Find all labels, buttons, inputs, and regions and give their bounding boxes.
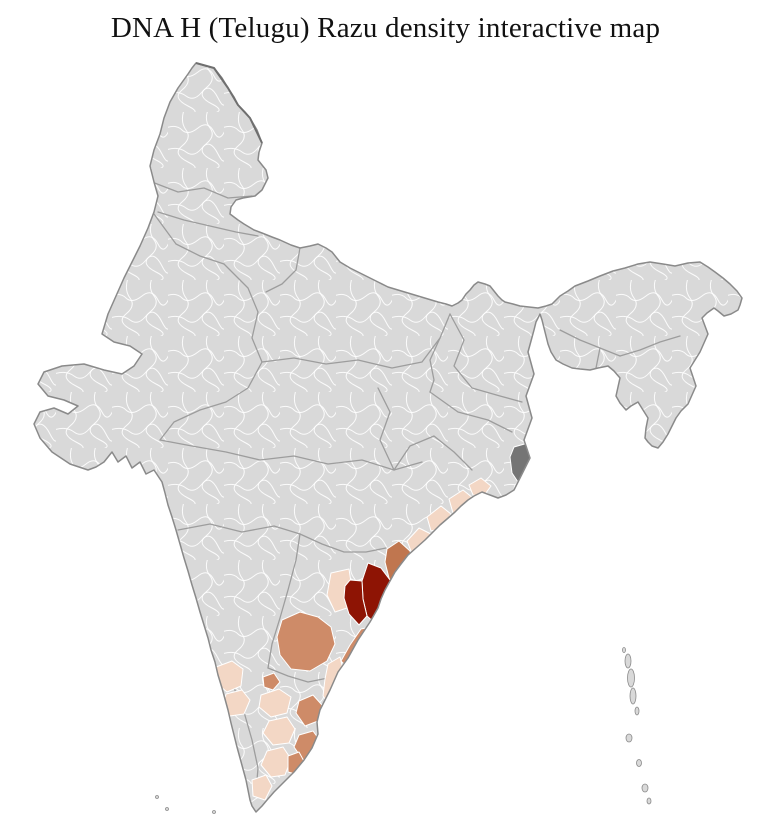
island[interactable] — [625, 733, 633, 743]
island[interactable] — [629, 687, 637, 705]
state-borders — [151, 181, 681, 793]
district-low-10[interactable] — [262, 716, 296, 746]
district-low-9[interactable] — [258, 688, 292, 718]
island[interactable] — [165, 807, 169, 811]
disputed-boundary-line — [195, 62, 263, 144]
island[interactable] — [624, 653, 632, 669]
lakshadweep-islands[interactable] — [155, 795, 216, 814]
district-medium-1[interactable] — [276, 611, 336, 672]
district-low-11[interactable] — [260, 746, 292, 778]
density-districts — [215, 442, 541, 801]
island[interactable] — [636, 759, 642, 767]
district-low-7[interactable] — [215, 660, 244, 693]
island[interactable] — [627, 668, 635, 688]
district-highest-2[interactable] — [343, 579, 368, 626]
island[interactable] — [646, 797, 652, 805]
island[interactable] — [212, 810, 216, 814]
island[interactable] — [641, 783, 649, 793]
page-title: DNA H (Telugu) Razu density interactive … — [110, 12, 661, 44]
island[interactable] — [622, 647, 626, 653]
island[interactable] — [634, 706, 640, 716]
district-boundaries-mesh — [34, 63, 742, 812]
district-medium-6[interactable] — [262, 672, 281, 691]
district-low-5[interactable] — [468, 477, 492, 498]
andaman-nicobar-islands[interactable] — [622, 647, 652, 805]
district-low-12[interactable] — [251, 774, 273, 801]
island[interactable] — [155, 795, 159, 799]
